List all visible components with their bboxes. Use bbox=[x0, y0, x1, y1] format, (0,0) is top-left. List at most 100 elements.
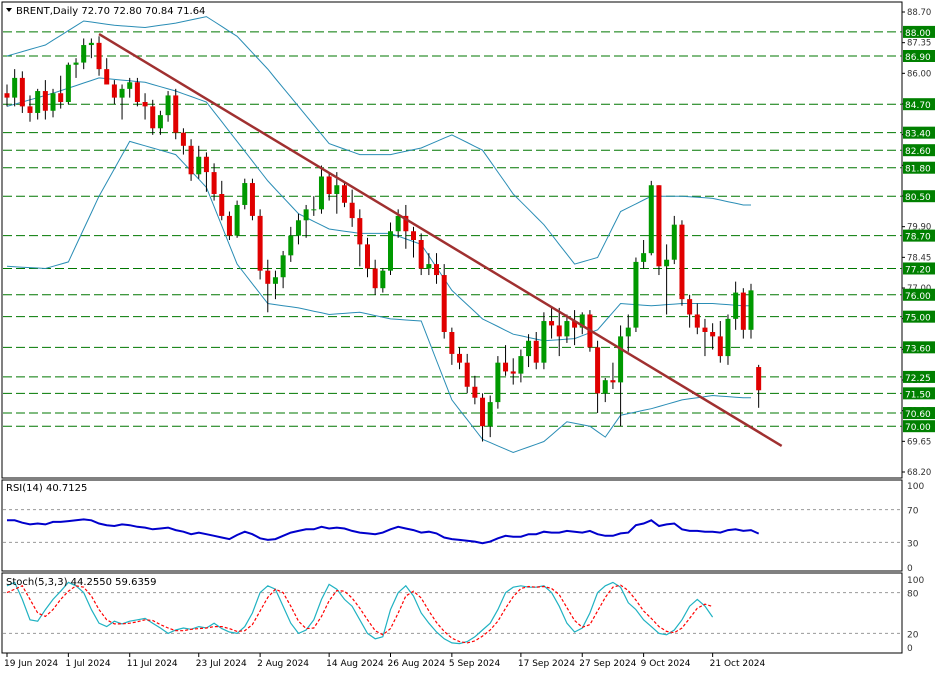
candle-body-88 bbox=[679, 224, 685, 300]
candle-body-17 bbox=[134, 82, 140, 102]
bollinger-middle-line bbox=[6, 77, 751, 342]
candle-body-0 bbox=[4, 93, 10, 98]
candle-body-58 bbox=[449, 332, 455, 354]
candle-body-77 bbox=[595, 347, 601, 394]
level-label-9: 76.00 bbox=[905, 292, 931, 302]
candle-body-48 bbox=[372, 268, 378, 289]
candle-body-15 bbox=[119, 88, 125, 98]
bollinger-bands bbox=[6, 16, 751, 454]
candle-body-28 bbox=[219, 194, 225, 216]
dropdown-triangle-icon[interactable] bbox=[6, 8, 12, 12]
level-label-11: 73.60 bbox=[905, 344, 931, 354]
date-label-10: 9 Oct 2024 bbox=[641, 659, 691, 669]
candle-body-55 bbox=[426, 264, 432, 269]
candle-body-31 bbox=[242, 183, 248, 205]
candle-body-96 bbox=[740, 292, 746, 330]
candle-body-20 bbox=[157, 115, 163, 129]
candle-body-59 bbox=[457, 353, 463, 363]
candle-body-94 bbox=[725, 318, 731, 357]
level-label-7: 78.70 bbox=[905, 233, 931, 243]
level-label-1: 86.90 bbox=[905, 53, 931, 63]
price-panel-frame bbox=[1, 1, 903, 479]
level-label-15: 70.00 bbox=[905, 423, 931, 433]
candle-body-2 bbox=[19, 77, 25, 107]
level-label-bg-14 bbox=[903, 407, 935, 420]
candle-body-26 bbox=[203, 156, 209, 173]
price-tick-label-7: 79.90 bbox=[907, 223, 931, 233]
candle-body-84 bbox=[648, 185, 654, 254]
date-axis: 19 Jun 2024 1 Jul 2024 11 Jul 2024 23 Jul 2… bbox=[4, 653, 766, 669]
level-label-bg-5 bbox=[903, 161, 935, 174]
date-label-11: 21 Oct 2024 bbox=[710, 659, 766, 669]
candle-body-42 bbox=[326, 176, 332, 194]
candle-body-75 bbox=[579, 314, 585, 328]
stoch-lines bbox=[6, 581, 714, 645]
candle-body-34 bbox=[265, 270, 271, 284]
date-label-2: 11 Jul 2024 bbox=[127, 659, 178, 669]
level-label-0: 88.00 bbox=[905, 29, 931, 39]
candle-body-46 bbox=[357, 218, 363, 245]
level-label-bg-15 bbox=[903, 420, 935, 433]
candle-body-3 bbox=[27, 106, 33, 113]
rsi-tick-0: 0 bbox=[907, 564, 913, 574]
level-label-bg-12 bbox=[903, 370, 935, 383]
level-label-12: 72.25 bbox=[905, 374, 931, 384]
level-label-5: 81.80 bbox=[905, 165, 931, 175]
candle-body-19 bbox=[150, 106, 156, 129]
date-label-8: 17 Sep 2024 bbox=[518, 659, 575, 669]
rsi-line bbox=[7, 518, 760, 545]
level-labels: 88.00 86.90 84.70 83.40 82.60 81.80 80.50 78.70… bbox=[903, 25, 935, 433]
rsi-y-axis: 100 70 30 0 bbox=[907, 482, 924, 574]
candle-body-98 bbox=[756, 367, 762, 391]
level-label-bg-4 bbox=[903, 144, 935, 157]
candle-body-86 bbox=[664, 259, 670, 267]
level-label-bg-0 bbox=[903, 25, 935, 38]
candle-body-95 bbox=[733, 292, 739, 319]
candle-body-73 bbox=[564, 321, 570, 337]
candle-body-70 bbox=[541, 321, 547, 363]
candle-body-39 bbox=[303, 209, 309, 221]
level-label-bg-8 bbox=[903, 262, 935, 275]
candle-body-85 bbox=[656, 185, 662, 267]
candle-body-90 bbox=[694, 314, 700, 328]
candle-body-44 bbox=[341, 185, 347, 203]
candle-body-11 bbox=[88, 42, 94, 46]
bollinger-lower-line bbox=[6, 140, 751, 454]
candles bbox=[4, 36, 762, 442]
rsi-panel-frame bbox=[1, 479, 903, 572]
candle-body-47 bbox=[364, 244, 370, 269]
level-label-bg-2 bbox=[903, 98, 935, 111]
candle-body-81 bbox=[625, 327, 631, 337]
candle-body-64 bbox=[495, 362, 501, 403]
candle-body-49 bbox=[380, 270, 386, 289]
price-tick-label-14: 69.65 bbox=[907, 437, 931, 447]
level-label-10: 75.00 bbox=[905, 314, 931, 324]
candle-body-52 bbox=[403, 215, 409, 232]
candle-body-87 bbox=[671, 224, 677, 260]
candle-body-30 bbox=[234, 204, 240, 236]
price-tick-label-8: 78.45 bbox=[907, 253, 931, 263]
candle-body-32 bbox=[249, 183, 255, 216]
candle-body-21 bbox=[165, 95, 171, 116]
candle-body-41 bbox=[318, 176, 324, 210]
date-label-6: 26 Aug 2024 bbox=[388, 659, 446, 669]
level-label-bg-6 bbox=[903, 190, 935, 203]
level-label-4: 82.60 bbox=[905, 147, 931, 157]
candle-body-1 bbox=[12, 77, 18, 98]
price-tick-label-1: 87.35 bbox=[907, 39, 931, 49]
stoch-title: Stoch(5,3,3) 44.2550 59.6359 bbox=[6, 577, 157, 588]
candle-body-16 bbox=[127, 82, 133, 89]
candle-body-65 bbox=[503, 362, 509, 372]
candle-body-37 bbox=[288, 235, 294, 256]
candle-body-60 bbox=[464, 362, 470, 387]
level-label-6: 80.50 bbox=[905, 193, 931, 203]
candle-body-71 bbox=[549, 321, 555, 326]
candle-body-72 bbox=[556, 325, 562, 337]
level-label-bg-1 bbox=[903, 50, 935, 62]
rsi-lines bbox=[7, 518, 760, 545]
candle-body-53 bbox=[411, 231, 417, 240]
level-label-14: 70.60 bbox=[905, 410, 931, 420]
candle-body-69 bbox=[533, 340, 539, 363]
stoch-tick-0: 0 bbox=[907, 644, 913, 654]
rsi-tick-100: 100 bbox=[907, 482, 924, 492]
